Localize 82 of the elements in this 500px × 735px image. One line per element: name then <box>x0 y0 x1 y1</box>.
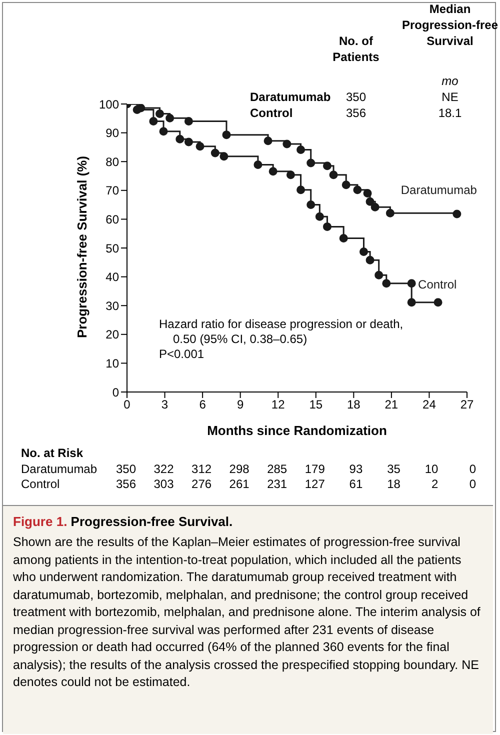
annotation: Hazard ratio for disease progression or death, <box>159 317 404 332</box>
annotation: Daratumumab <box>250 90 331 104</box>
point <box>132 106 142 114</box>
y-axis-title: Progression-free Survival (%) <box>74 156 90 338</box>
x-axis-title: Months since Randomization <box>207 423 387 438</box>
series-label: Daratumumab <box>400 183 478 198</box>
point <box>366 256 374 264</box>
x-tick-label: 0 <box>124 398 131 412</box>
x-tick-label: 15 <box>309 398 323 412</box>
point <box>159 127 168 136</box>
point <box>322 222 332 231</box>
y-tick-label: 80 <box>106 154 120 169</box>
point <box>296 146 306 154</box>
point <box>210 148 220 158</box>
annotation: Control <box>250 106 293 120</box>
x-tick-label: 18 <box>346 398 361 412</box>
point <box>329 170 338 180</box>
x-tick-label: 6 <box>199 398 206 412</box>
point <box>196 142 204 151</box>
text: mo <box>440 74 460 88</box>
point <box>366 197 374 206</box>
point <box>184 117 193 126</box>
y-tick-label: 40 <box>106 270 120 284</box>
point <box>339 234 348 242</box>
point <box>315 212 324 221</box>
point <box>342 180 350 190</box>
annotation: 350 <box>344 90 368 104</box>
point <box>220 152 228 161</box>
point <box>176 134 184 144</box>
point <box>306 158 316 168</box>
point <box>407 279 416 288</box>
y-tick-label: 10 <box>106 356 120 370</box>
annotation: 0.50 (95% CI, 0.38–0.65) <box>172 332 308 347</box>
point <box>149 117 158 126</box>
x-tick-label: 12 <box>271 398 286 412</box>
y-tick-label: 100 <box>98 97 120 112</box>
point <box>434 298 442 307</box>
point <box>359 247 368 256</box>
point <box>222 130 231 140</box>
x-tick-label: 3 <box>161 398 168 412</box>
y-tick-label: 20 <box>106 328 120 342</box>
point <box>452 210 462 218</box>
point <box>386 208 394 218</box>
text: Control 356 303 276 261 231 127 61 18 2 0 <box>21 477 476 491</box>
series-label: Control <box>418 277 457 292</box>
y-tick-label: 50 <box>106 241 120 256</box>
point <box>322 162 332 170</box>
point <box>374 270 384 280</box>
point <box>306 200 316 210</box>
y-tick-label: 60 <box>106 212 120 226</box>
x-tick-label: 21 <box>384 398 398 412</box>
y-tick-label: 90 <box>106 126 120 140</box>
y-tick-label: 70 <box>106 184 120 198</box>
point <box>166 114 174 122</box>
y-tick-label: 0 <box>112 385 120 400</box>
point <box>268 167 278 176</box>
x-tick-label: 27 <box>460 398 474 412</box>
annotation: NE <box>440 90 460 104</box>
point <box>286 170 295 180</box>
point <box>353 186 362 194</box>
point <box>382 279 391 288</box>
x-tick-label: 9 <box>236 398 244 412</box>
text: No. of Patients <box>332 33 380 65</box>
text: Shown are the results of the Kaplan–Meier estimates of progression-free survival among patients in the intention-to-treat population, which included all the patients who underwent randomization. The daratumumab group received treatment with daratumumab, bortezomib, melphalan, and prednisone; the control group received treatment with bortezomib, melphalan, and prednisone alone. The interim analysis of median progression-free survival was performed after 231 events of disease progression or death had occurred (64% of the planned 360 events for the final analysis); the results of the analysis crossed the prespecified stopping boundary. NE denotes could not be estimated. <box>13 535 480 689</box>
point <box>264 136 272 146</box>
annotation: 18.1 <box>437 106 463 120</box>
point <box>184 138 193 146</box>
text: No. at Risk <box>21 446 84 460</box>
text: Daratumumab 350 322 312 298 285 179 93 35 10 0 <box>21 462 476 476</box>
point <box>282 140 292 148</box>
point <box>407 298 416 307</box>
annotation: 356 <box>344 106 368 120</box>
point <box>363 189 372 198</box>
point <box>254 160 262 170</box>
point <box>370 202 380 212</box>
annotation: P<0.001 <box>159 347 206 362</box>
point <box>296 186 306 194</box>
text: Median Progression-free Survival <box>400 1 500 49</box>
y-tick-label: 30 <box>106 298 120 313</box>
text: Figure 1. Progression-free Survival. <box>13 514 234 529</box>
point <box>155 110 164 118</box>
x-tick-label: 24 <box>422 398 436 412</box>
